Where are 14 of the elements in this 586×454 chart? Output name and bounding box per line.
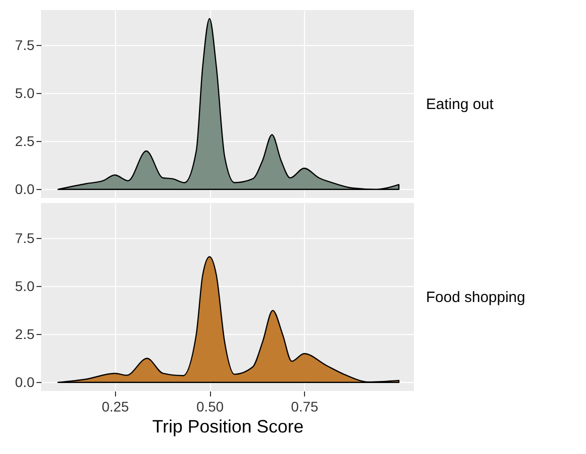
y-tick-label: 7.5 xyxy=(15,230,35,246)
text: Eating out xyxy=(426,96,494,113)
x-tick-label: 0.25 xyxy=(102,398,130,414)
y-tick-label: 7.5 xyxy=(15,36,35,53)
y-tick-label: 2.5 xyxy=(15,326,35,342)
x-tick-label: 0.75 xyxy=(291,398,319,414)
text: Food shopping xyxy=(426,289,526,306)
x-tick-label: 0.50 xyxy=(196,398,224,414)
y-tick-label: 2.5 xyxy=(15,132,35,149)
y-tick-label: 0.0 xyxy=(15,180,35,197)
x-axis-title: Trip Position Score xyxy=(152,416,304,436)
y-tick-label: 0.0 xyxy=(15,374,35,390)
y-tick-label: 5.0 xyxy=(15,278,35,294)
y-tick-label: 5.0 xyxy=(15,84,35,101)
